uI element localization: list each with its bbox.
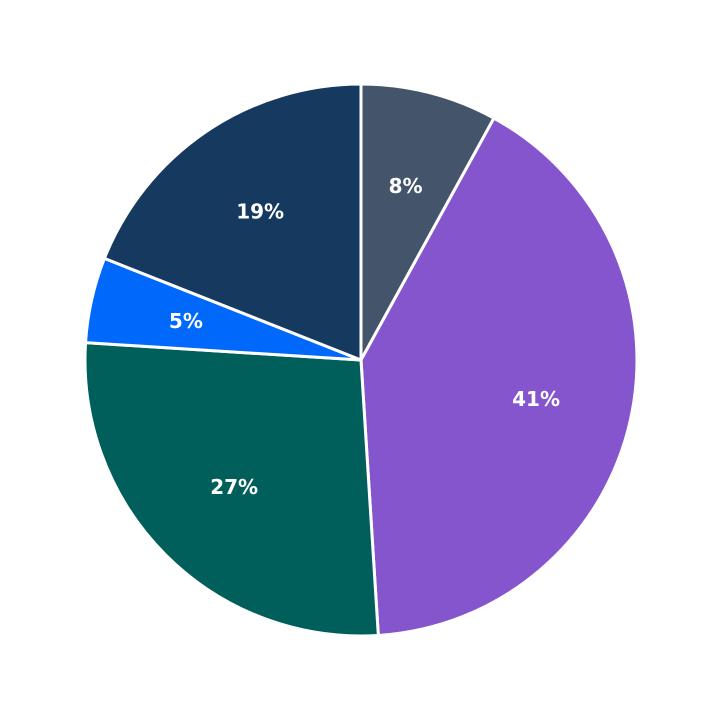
pie-slice-19pct — [102, 82, 363, 362]
pie-slice-label-27pct: 27% — [210, 475, 258, 499]
pie-slice-27pct — [83, 341, 380, 638]
pie-slice-label-5pct: 5% — [169, 309, 203, 333]
pie-slice-41pct — [359, 116, 639, 637]
pie-slice-8pct — [359, 82, 496, 362]
pie-slice-label-41pct: 41% — [512, 387, 560, 411]
pie-slice-label-19pct: 19% — [236, 200, 284, 224]
pie-slice-label-8pct: 8% — [389, 174, 423, 198]
